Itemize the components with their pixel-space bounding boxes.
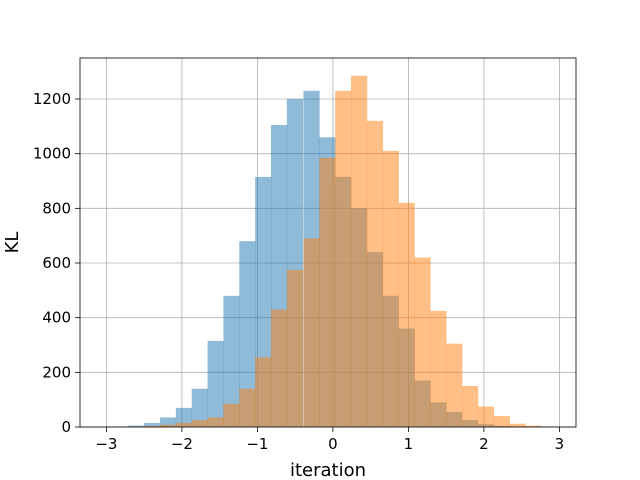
histogram-bar (207, 340, 224, 427)
histogram-bar (319, 157, 336, 427)
axis-ticks: −3 −2 −1 0 1 2 3 0 200 400 600 800 1000 1200 (33, 90, 564, 453)
histogram-bar (351, 75, 368, 428)
x-tick-label: −1 (246, 435, 268, 453)
histogram-bar (239, 241, 256, 427)
histogram-bar (462, 386, 479, 427)
x-tick-label: 1 (404, 435, 414, 453)
histogram-bar (286, 269, 304, 427)
histogram-bar (366, 120, 384, 427)
histogram-bar (446, 343, 463, 427)
histogram-bar (255, 357, 272, 427)
x-tick-label: −3 (95, 435, 117, 453)
y-tick-label: 1000 (33, 145, 71, 163)
histogram-bars (96, 75, 574, 428)
series-1 (112, 75, 574, 428)
histogram-bar (398, 202, 415, 427)
histogram-bar (160, 424, 177, 427)
histogram-bar (160, 417, 177, 427)
x-tick-label: 3 (555, 435, 565, 453)
histogram-bar (175, 407, 193, 427)
histogram-bar (223, 295, 240, 427)
histogram-bar (239, 388, 256, 427)
y-axis-label: KL (2, 232, 23, 254)
x-axis-label: iteration (290, 460, 366, 480)
histogram-bar (144, 425, 161, 427)
histogram-bar (191, 420, 208, 427)
histogram-bar (144, 422, 161, 427)
histogram-bar (128, 425, 145, 427)
histogram-bar (271, 309, 288, 427)
histogram-bar (191, 388, 208, 427)
y-tick-label: 0 (61, 418, 71, 436)
histogram-bar (414, 257, 431, 427)
histogram-bar (493, 416, 510, 427)
histogram-bar (223, 403, 240, 427)
y-tick-label: 600 (42, 254, 71, 272)
histogram-bar (207, 417, 224, 427)
y-tick-label: 400 (42, 309, 71, 327)
y-tick-label: 1200 (33, 90, 71, 108)
histogram-bar (335, 90, 352, 428)
x-tick-label: 2 (479, 435, 489, 453)
y-tick-label: 200 (42, 363, 71, 381)
y-tick-label: 800 (42, 199, 71, 217)
histogram-bar (477, 406, 495, 427)
histogram-bar (525, 425, 542, 427)
plot-frame (79, 57, 577, 428)
histogram-bar (175, 422, 193, 427)
x-tick-label: −2 (171, 435, 193, 453)
histogram-bar (430, 310, 447, 427)
histogram-bar (382, 150, 399, 427)
histogram-bar (509, 423, 526, 427)
x-tick-label: 0 (328, 435, 338, 453)
histogram-bar (303, 238, 320, 427)
